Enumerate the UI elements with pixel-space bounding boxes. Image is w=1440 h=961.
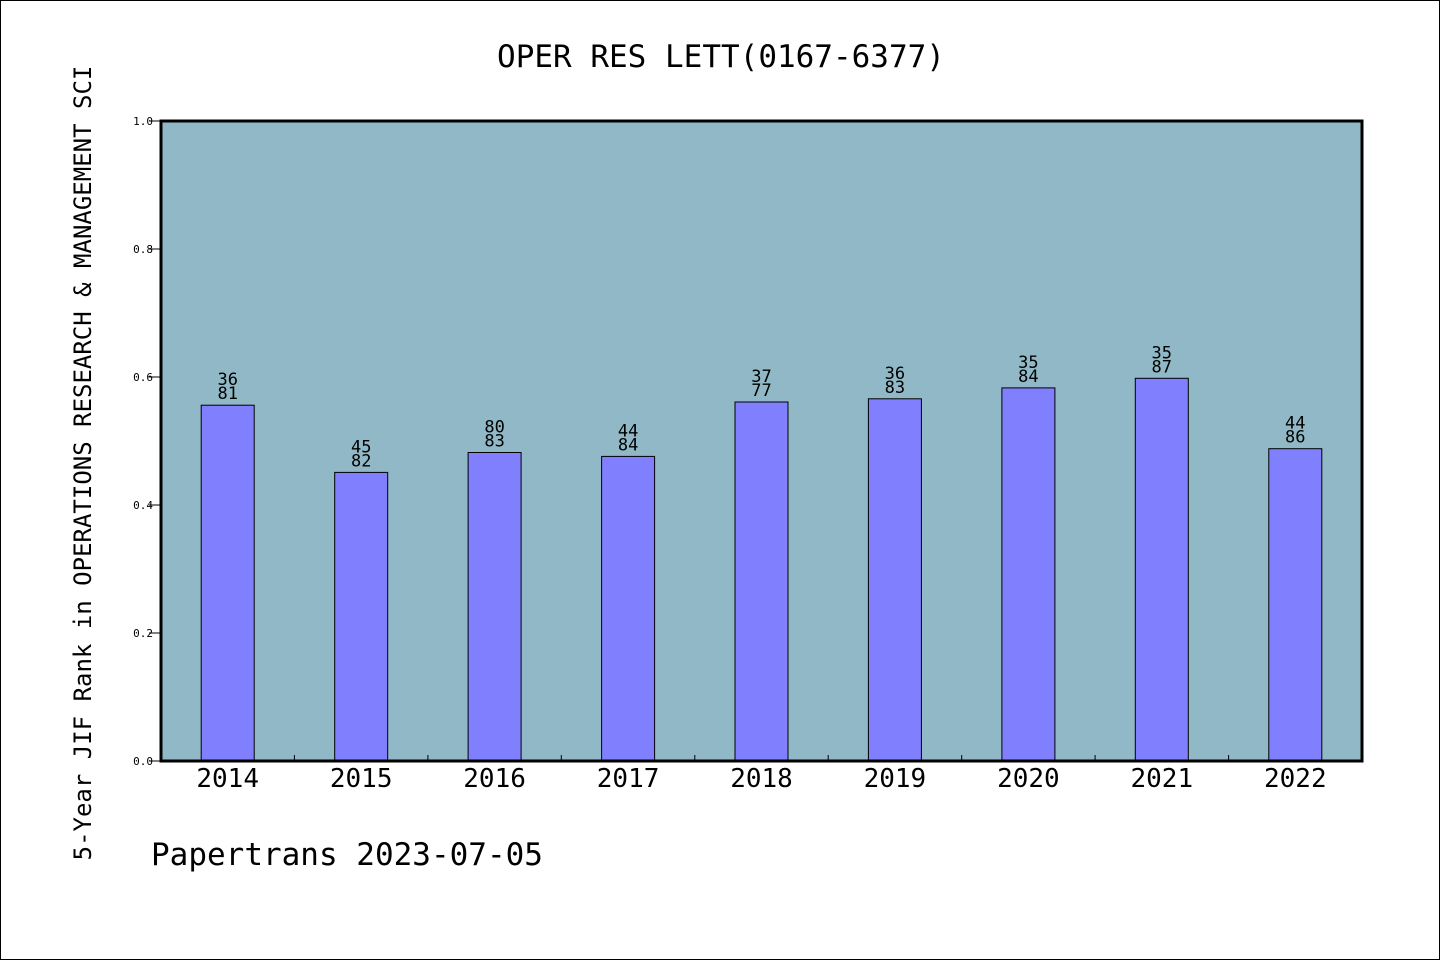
rank-label-2016-top: 80 bbox=[484, 418, 504, 438]
rank-label-2020-top: 35 bbox=[1018, 353, 1038, 373]
x-tick-label-2017: 2017 bbox=[597, 764, 660, 794]
x-tick-label-2014: 2014 bbox=[196, 764, 259, 794]
bar-2014 bbox=[200, 404, 255, 762]
y-axis-label: 5-Year JIF Rank in OPERATIONS RESEARCH &… bbox=[69, 66, 97, 861]
plot-border bbox=[159, 119, 1364, 763]
rank-label-2021-bottom: 87 bbox=[1152, 357, 1172, 377]
rank-label-2017-top: 44 bbox=[618, 421, 638, 441]
rank-label-2014-bottom: 81 bbox=[217, 384, 237, 404]
x-tick-label-2015: 2015 bbox=[330, 764, 393, 794]
x-tick-label-2022: 2022 bbox=[1264, 764, 1327, 794]
rank-label-2018-bottom: 77 bbox=[751, 381, 771, 401]
rank-label-2014-top: 36 bbox=[217, 370, 237, 390]
footer-text: Papertrans 2023-07-05 bbox=[151, 837, 543, 873]
rank-label-2022-bottom: 86 bbox=[1285, 428, 1305, 448]
chart-title: OPER RES LETT(0167-6377) bbox=[497, 39, 945, 75]
x-tick-label-2019: 2019 bbox=[864, 764, 927, 794]
y-tick-label-0.6: 0.6 bbox=[133, 371, 153, 384]
rank-label-2020-bottom: 84 bbox=[1018, 367, 1038, 387]
y-tick-label-0.4: 0.4 bbox=[133, 499, 153, 512]
rank-label-2015-top: 45 bbox=[351, 437, 371, 457]
bar-2019 bbox=[867, 398, 922, 762]
ticks-layer: 2014 2015 2016 2017 2018 2019 2020 2021 2022 0.0 0… bbox=[133, 115, 1326, 794]
y-tick-label-0.0: 0.0 bbox=[133, 755, 153, 768]
x-tick-label-2016: 2016 bbox=[463, 764, 526, 794]
rank-label-2019-bottom: 83 bbox=[885, 378, 905, 398]
bar-2018 bbox=[734, 401, 789, 762]
bar-2017 bbox=[601, 455, 656, 762]
rank-label-2016-bottom: 83 bbox=[484, 432, 504, 452]
bar-2016 bbox=[467, 452, 522, 762]
rank-label-2018-top: 37 bbox=[751, 367, 771, 387]
rank-label-2015-bottom: 82 bbox=[351, 451, 371, 471]
rank-label-2017-bottom: 84 bbox=[618, 435, 638, 455]
x-tick-label-2020: 2020 bbox=[997, 764, 1060, 794]
y-tick-label-0.8: 0.8 bbox=[133, 243, 153, 256]
rank-label-2019-top: 36 bbox=[885, 364, 905, 384]
x-tick-label-2018: 2018 bbox=[730, 764, 793, 794]
y-tick-label-0.2: 0.2 bbox=[133, 627, 153, 640]
bar-2021 bbox=[1134, 377, 1189, 762]
y-tick-label-1.0: 1.0 bbox=[133, 115, 153, 128]
bar-2020 bbox=[1001, 387, 1056, 762]
bar-2022 bbox=[1268, 448, 1323, 762]
rank-label-2021-top: 35 bbox=[1152, 343, 1172, 363]
rank-label-2022-top: 44 bbox=[1285, 414, 1305, 434]
bar-2015 bbox=[334, 471, 389, 762]
x-tick-label-2021: 2021 bbox=[1130, 764, 1193, 794]
